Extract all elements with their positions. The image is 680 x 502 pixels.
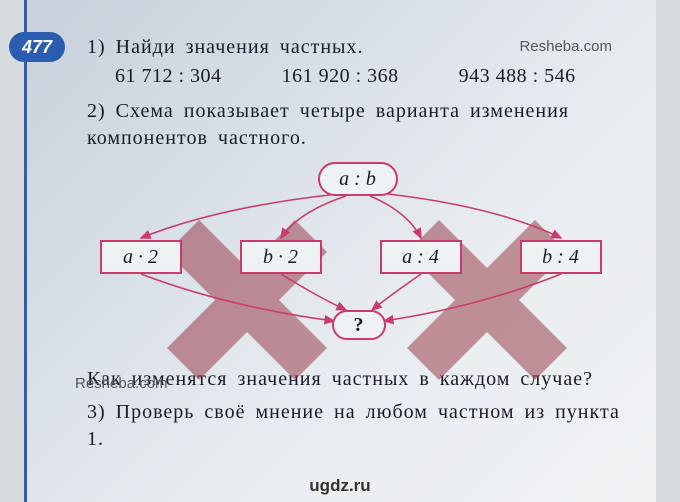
diagram-node-bottom: ? [332, 310, 386, 340]
expression: 61 712 : 304 [115, 63, 222, 90]
problem-number-badge: 477 [9, 32, 65, 62]
diagram: a : b a · 2 b · 2 a : 4 b : 4 ? [88, 162, 628, 342]
expression: 161 920 : 368 [282, 63, 399, 90]
part2-label: 2) Схема показывает четыре варианта изме… [87, 98, 628, 152]
part3-label: 3) Проверь своё мнение на любом частном … [87, 399, 628, 453]
expression: 943 488 : 546 [459, 63, 576, 90]
diagram-node: b · 2 [240, 240, 322, 274]
watermark: Resheba.com [519, 38, 612, 55]
diagram-node: a : 4 [380, 240, 462, 274]
diagram-node: a · 2 [100, 240, 182, 274]
content: 1) Найди значения частных. 61 712 : 304 … [87, 34, 628, 453]
expressions-row: 61 712 : 304 161 920 : 368 943 488 : 546 [115, 63, 628, 90]
diagram-node: b : 4 [520, 240, 602, 274]
diagram-node-top: a : b [318, 162, 398, 196]
watermark: Resheba.com [75, 374, 168, 394]
page: 477 Resheba.com 1) Найди значения частны… [24, 0, 656, 502]
question-text: Как изменятся значения частных в каждом … [87, 366, 628, 393]
footer-text: ugdz.ru [0, 476, 680, 496]
